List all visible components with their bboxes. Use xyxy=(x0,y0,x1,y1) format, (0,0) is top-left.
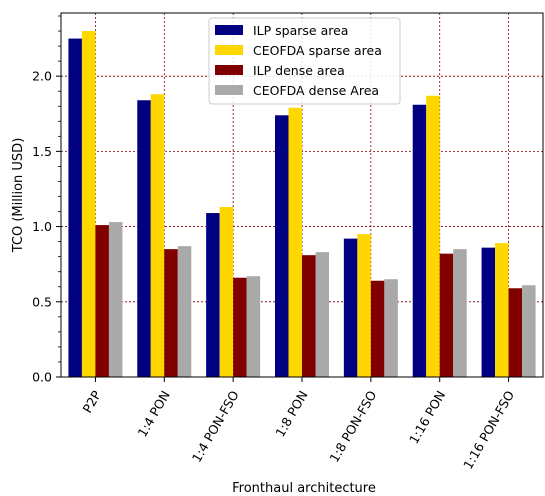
bar xyxy=(164,249,178,377)
bar xyxy=(412,104,427,377)
y-tick-label: 0.0 xyxy=(32,370,52,385)
y-axis: 0.0 0.5 1.0 1.5 2.0 xyxy=(32,15,61,385)
legend: ILP sparse area CEOFDA sparse area ILP den… xyxy=(208,17,401,105)
bar xyxy=(453,249,467,377)
bar xyxy=(81,31,96,377)
legend-label: CEOFDA sparse area xyxy=(253,43,382,58)
bar xyxy=(481,247,496,377)
bar xyxy=(108,222,123,377)
x-axis: P2P 1:4 PON 1:4 PON-FSO 1:8 PON 1:8 PON-FSO 1… xyxy=(80,377,517,472)
x-tick-label: 1:8 PON xyxy=(272,388,310,440)
x-tick-label: 1:4 PON xyxy=(134,388,172,440)
bar xyxy=(384,279,398,377)
bar xyxy=(233,277,247,377)
y-axis-label: TCO (Million USD) xyxy=(11,138,26,254)
bar xyxy=(246,276,261,377)
bar xyxy=(508,288,523,377)
bar xyxy=(315,252,329,377)
bar xyxy=(357,234,371,377)
bar xyxy=(68,38,82,377)
legend-swatch xyxy=(215,85,243,95)
bar xyxy=(177,246,192,377)
bar xyxy=(370,280,385,377)
bar xyxy=(343,238,358,377)
bar xyxy=(150,94,165,377)
legend-label: ILP dense area xyxy=(253,63,345,78)
legend-swatch xyxy=(215,65,243,75)
legend-box xyxy=(208,17,401,105)
bar xyxy=(206,213,220,377)
y-tick-label: 1.5 xyxy=(32,144,52,159)
x-tick-label: 1:4 PON-FSO xyxy=(189,388,242,465)
legend-label: ILP sparse area xyxy=(253,23,348,38)
x-tick-label: 1:8 PON-FSO xyxy=(326,388,379,465)
x-tick-label: P2P xyxy=(80,388,105,416)
bar xyxy=(426,95,440,378)
bar xyxy=(219,207,234,377)
bar xyxy=(302,255,316,377)
legend-swatch xyxy=(215,25,243,35)
y-tick-label: 1.0 xyxy=(32,219,52,234)
bar xyxy=(495,243,509,377)
bar xyxy=(137,100,151,377)
bar xyxy=(288,107,302,378)
bar xyxy=(275,115,289,377)
y-tick-label: 0.5 xyxy=(32,294,52,309)
x-axis-label: Fronthaul architecture xyxy=(232,481,376,496)
legend-swatch xyxy=(215,45,243,55)
bar xyxy=(522,285,536,377)
legend-label: CEOFDA dense Area xyxy=(253,83,379,98)
bars xyxy=(68,31,536,378)
x-tick-label: 1:16 PON xyxy=(406,388,448,446)
y-tick-label: 2.0 xyxy=(32,69,52,84)
bar xyxy=(439,253,454,377)
x-tick-label: 1:16 PON-FSO xyxy=(460,388,517,472)
bar xyxy=(95,225,109,377)
